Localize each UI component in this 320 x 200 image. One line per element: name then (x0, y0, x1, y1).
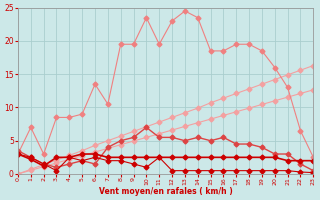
X-axis label: Vent moyen/en rafales ( km/h ): Vent moyen/en rafales ( km/h ) (99, 187, 233, 196)
